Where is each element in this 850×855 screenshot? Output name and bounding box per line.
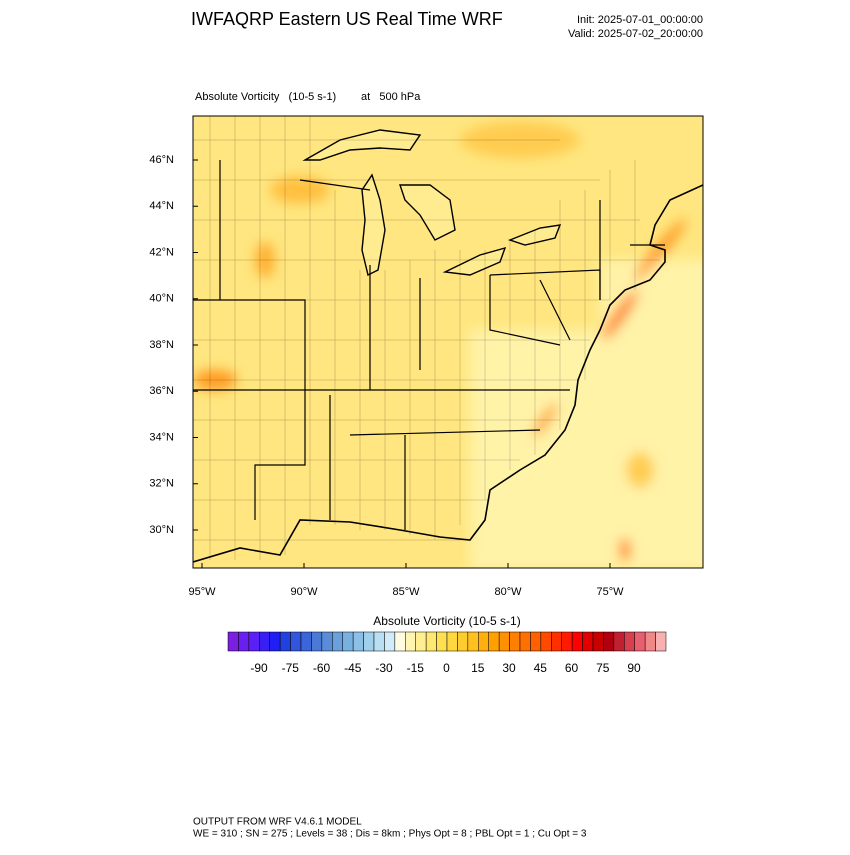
colorbar-tick-label: 75 — [596, 661, 610, 675]
map — [193, 116, 703, 568]
colorbar-box — [311, 631, 323, 652]
field-name: Absolute Vorticity (10-5 s-1) — [195, 91, 336, 103]
colorbar-box — [561, 631, 573, 652]
latitude-label: 30°N — [149, 524, 174, 536]
colorbar-box — [405, 631, 416, 652]
colorbar-box — [540, 631, 552, 652]
valid-time: Valid: 2025-07-02_20:00:00 — [568, 28, 703, 40]
colorbar-tick-label: -45 — [344, 661, 362, 675]
colorbar-tick-label: -90 — [250, 661, 268, 675]
colorbar-tick-label: 60 — [565, 661, 579, 675]
colorbar-box — [332, 631, 343, 652]
colorbar-box — [592, 631, 604, 652]
colorbar-tick-label: -60 — [313, 661, 331, 675]
colorbar-box — [571, 631, 583, 652]
colorbar-tick-label: 30 — [502, 661, 516, 675]
colorbar-box — [384, 631, 396, 652]
colorbar-box — [415, 631, 427, 652]
title: IWFAQRP Eastern US Real Time WRF — [191, 9, 503, 29]
colorbar-box — [488, 631, 500, 652]
colorbar-box — [613, 631, 625, 652]
colorbar-box — [436, 631, 448, 652]
colorbar-tick-label: -75 — [282, 661, 300, 675]
colorbar-box — [248, 631, 260, 652]
longitude-label: 95°W — [188, 586, 216, 598]
longitude-label: 85°W — [392, 586, 420, 598]
footer-line: WE = 310 ; SN = 275 ; Levels = 38 ; Dis … — [193, 829, 587, 840]
colorbar-box — [582, 631, 594, 652]
latitude-label: 44°N — [149, 200, 174, 212]
colorbar-box — [603, 631, 615, 652]
colorbar-box — [279, 631, 291, 652]
colorbar-box — [227, 631, 239, 652]
latitude-label: 34°N — [149, 431, 174, 443]
longitude-label: 75°W — [596, 586, 624, 598]
field-level: at 500 hPa — [361, 91, 421, 103]
colorbar-box — [363, 631, 375, 652]
latitude-label: 42°N — [149, 246, 174, 258]
colorbar-tick-label: -30 — [375, 661, 393, 675]
latitude-label: 46°N — [149, 154, 174, 166]
colorbar-tick-label: 45 — [534, 661, 548, 675]
colorbar-box — [530, 631, 542, 652]
colorbar-title: Absolute Vorticity (10-5 s-1) — [373, 614, 520, 628]
colorbar-box — [624, 631, 635, 652]
colorbar-box — [290, 631, 302, 652]
colorbar-box — [259, 631, 270, 652]
county-borders — [193, 116, 660, 560]
lakes — [302, 129, 562, 277]
latitude-label: 32°N — [149, 478, 174, 490]
colorbar-box — [457, 631, 469, 652]
colorbar-box — [634, 631, 646, 652]
latitude-label: 38°N — [149, 339, 174, 351]
coastline — [193, 184, 703, 563]
longitude-label: 80°W — [494, 586, 522, 598]
colorbar-box — [342, 631, 354, 652]
colorbar-box — [467, 631, 479, 652]
colorbar-box — [373, 631, 385, 652]
colorbar-box — [509, 631, 521, 652]
colorbar-tick-label: 90 — [627, 661, 641, 675]
colorbar-box — [644, 631, 656, 652]
longitude-label: 90°W — [290, 586, 318, 598]
footer-line: OUTPUT FROM WRF V4.6.1 MODEL — [193, 817, 362, 828]
colorbar-box — [478, 631, 489, 652]
colorbar-box — [300, 631, 312, 652]
init-time: Init: 2025-07-01_00:00:00 — [577, 14, 703, 26]
map-frame — [192, 115, 704, 569]
state-borders — [193, 160, 665, 530]
colorbar-box — [655, 631, 667, 652]
colorbar-box — [446, 631, 458, 652]
colorbar-box — [269, 631, 281, 652]
colorbar-box — [238, 631, 250, 652]
colorbar-box — [321, 631, 333, 652]
colorbar-box — [498, 631, 510, 652]
colorbar-box — [352, 631, 364, 652]
colorbar-box — [519, 631, 531, 652]
colorbar-box — [551, 631, 562, 652]
colorbar-box — [425, 631, 437, 652]
latitude-label: 40°N — [149, 293, 174, 305]
latitude-label: 36°N — [149, 385, 174, 397]
colorbar-tick-label: -15 — [407, 661, 425, 675]
colorbar-tick-label: 15 — [471, 661, 485, 675]
colorbar-box — [394, 631, 406, 652]
colorbar-tick-label: 0 — [443, 661, 450, 675]
